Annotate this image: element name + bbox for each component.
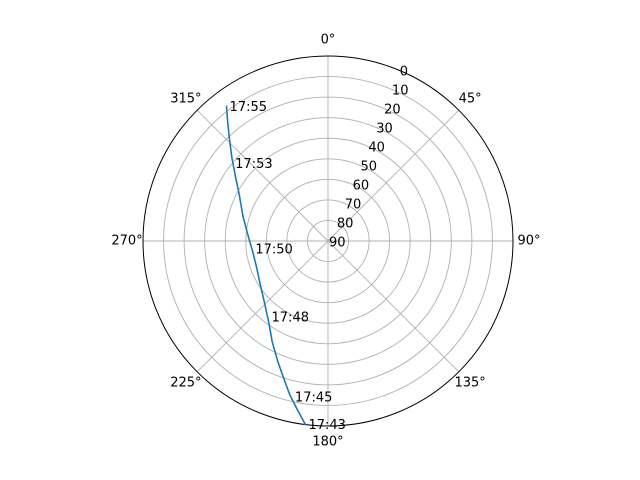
angular-tick-label-45: 45° [459, 91, 482, 106]
angular-gridline-135 [327, 240, 460, 373]
radial-tick-label-70: 70 [345, 198, 362, 213]
angular-tick-label-90: 90° [517, 234, 540, 249]
radial-tick-label-90: 90 [329, 236, 346, 251]
radial-tick-label-50: 50 [360, 160, 377, 175]
radial-tick-label-10: 10 [392, 84, 409, 99]
radial-tick-label-60: 60 [353, 179, 370, 194]
angular-gridline-225 [196, 240, 329, 373]
time-annotation-4: 17:45 [295, 391, 332, 406]
radial-tick-label-80: 80 [337, 217, 354, 232]
time-annotation-3: 17:48 [272, 311, 309, 326]
time-annotation-5: 17:43 [308, 418, 345, 433]
time-annotation-0: 17:55 [230, 100, 267, 115]
trajectory-series [225, 105, 307, 426]
time-annotations: 17:55 17:53 17:50 17:48 17:45 17:43 [230, 100, 346, 433]
angular-tick-label-180: 180° [312, 435, 343, 450]
radial-tick-label-20: 20 [384, 103, 401, 118]
angular-tick-label-0: 0° [321, 33, 336, 48]
angular-tick-label-225: 225° [170, 376, 201, 391]
time-annotation-2: 17:50 [255, 242, 292, 257]
angular-tick-label-270: 270° [111, 234, 142, 249]
angular-tick-labels: 0° 45° 90° 135° 180° 225° 270° 315° [111, 33, 540, 450]
radial-tick-label-0: 0 [400, 65, 408, 80]
angular-gridline-45 [327, 109, 460, 242]
time-annotation-1: 17:53 [235, 157, 272, 172]
polar-grid [142, 55, 514, 427]
angular-gridline-315 [196, 109, 329, 242]
radial-tick-label-40: 40 [368, 141, 385, 156]
radial-tick-labels: 90 80 70 60 50 40 30 20 10 0 [329, 65, 408, 251]
polar-frame [142, 55, 514, 427]
radial-tick-label-30: 30 [376, 122, 393, 137]
series-line-0 [225, 105, 307, 426]
angular-tick-label-135: 135° [454, 376, 485, 391]
angular-tick-label-315: 315° [170, 91, 201, 106]
